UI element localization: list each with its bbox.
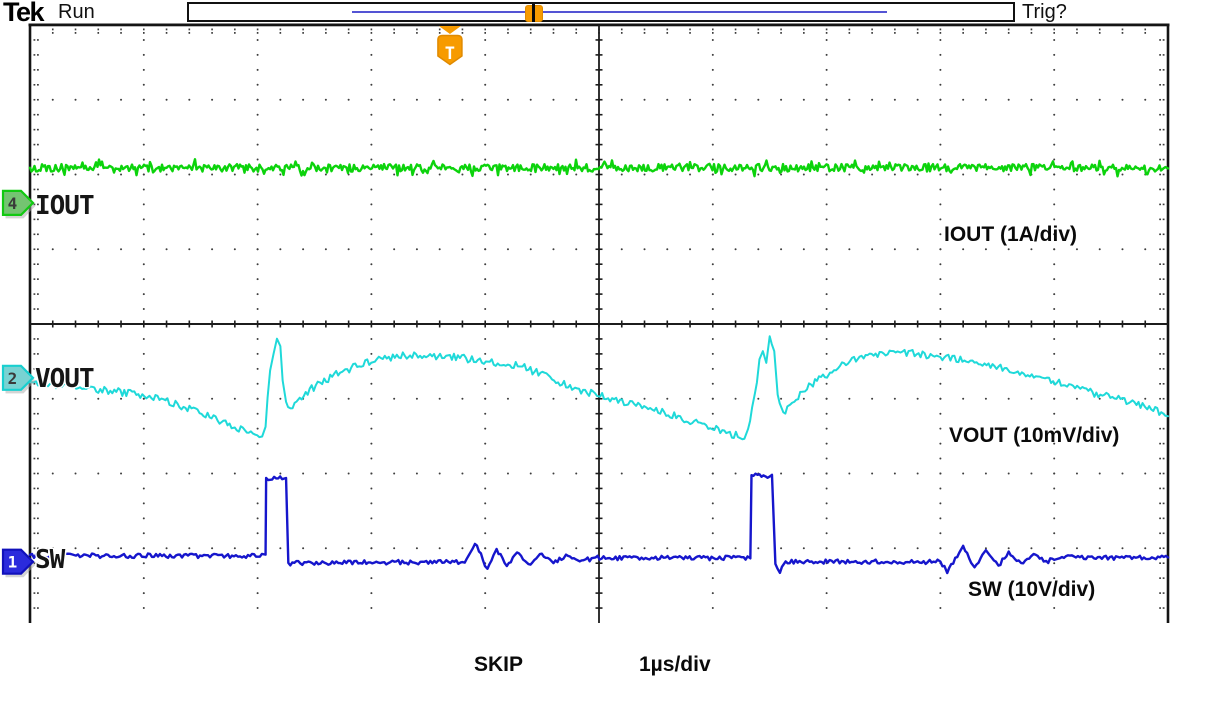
trace-iout — [28, 158, 1170, 178]
trace-sw — [28, 472, 1170, 575]
acquisition-status: Run — [58, 1, 95, 23]
trigger-status: Trig? — [1022, 1, 1067, 23]
channel-4-marker-number: 4 — [8, 194, 18, 213]
horizontal-position-bar[interactable] — [187, 2, 1015, 22]
mode-label: SKIP — [474, 653, 524, 676]
channel-1-marker[interactable]: 1 — [1, 548, 36, 578]
channel-4-marker[interactable]: 4 — [1, 189, 36, 219]
trigger-position-marker[interactable]: T — [437, 26, 463, 66]
channel-1-marker-number: 1 — [8, 553, 18, 572]
record-window-indicator — [352, 11, 887, 13]
trigger-time-marker-line — [532, 4, 536, 22]
trigger-flag-letter: T — [445, 44, 455, 64]
channel-2-marker-number: 2 — [8, 369, 18, 388]
graticule — [28, 23, 1170, 623]
trace-vout — [29, 335, 1169, 441]
channel-4-label: IOUT — [35, 191, 95, 221]
channel-2-label: VOUT — [35, 364, 95, 394]
channel-2-marker[interactable]: 2 — [1, 364, 36, 394]
channel-1-label: SW — [35, 545, 65, 575]
tek-logo: Tek — [3, 0, 45, 27]
sw-scale-annotation: SW (10V/div) — [968, 578, 1096, 601]
timebase-label: 1µs/div — [639, 653, 711, 676]
trigger-time-marker[interactable] — [525, 4, 544, 22]
iout-scale-annotation: IOUT (1A/div) — [944, 223, 1078, 246]
vout-scale-annotation: VOUT (10mV/div) — [949, 424, 1120, 447]
